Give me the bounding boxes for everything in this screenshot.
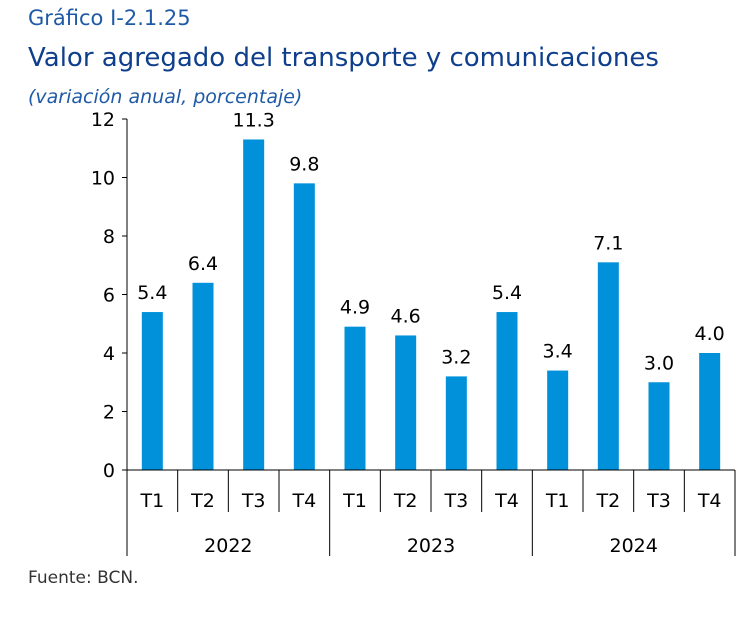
bar: [547, 370, 569, 470]
year-group-label: 2023: [407, 535, 455, 557]
x-tick-label: T1: [139, 490, 164, 512]
data-label: 3.4: [543, 341, 573, 363]
x-tick-label: T1: [545, 490, 570, 512]
data-label: 5.4: [137, 282, 167, 304]
bar: [496, 312, 518, 470]
data-label: 7.1: [593, 232, 623, 254]
x-tick-label: T4: [291, 490, 316, 512]
data-label: 4.9: [340, 297, 370, 319]
data-label: 11.3: [233, 109, 275, 131]
y-tick-label: 8: [103, 226, 115, 248]
x-tick-label: T2: [190, 490, 215, 512]
x-tick-label: T1: [342, 490, 367, 512]
x-tick-label: T2: [393, 490, 418, 512]
x-tick-label: T3: [241, 490, 266, 512]
data-label: 3.0: [644, 352, 674, 374]
data-label: 9.8: [289, 153, 319, 175]
x-tick-label: T3: [646, 490, 671, 512]
data-label: 4.6: [391, 305, 421, 327]
x-tick-label: T4: [697, 490, 722, 512]
x-tick-label: T4: [494, 490, 519, 512]
year-group-label: 2022: [204, 535, 252, 557]
bar: [597, 262, 619, 470]
chart-label: Gráfico I-2.1.25: [28, 6, 191, 30]
bar: [395, 335, 417, 470]
data-label: 6.4: [188, 253, 218, 275]
bar: [445, 376, 467, 470]
chart-subtitle: (variación anual, porcentaje): [28, 86, 303, 108]
bar: [699, 353, 721, 470]
source-note: Fuente: BCN.: [28, 568, 139, 588]
chart-title: Valor agregado del transporte y comunica…: [28, 43, 659, 73]
y-tick-label: 12: [91, 109, 115, 131]
bar: [344, 326, 366, 470]
bar: [141, 312, 163, 470]
bar: [192, 282, 214, 470]
bar: [293, 183, 315, 470]
y-tick-label: 2: [103, 402, 115, 424]
data-label: 4.0: [695, 323, 725, 345]
y-tick-label: 4: [103, 343, 115, 365]
data-label: 5.4: [492, 282, 522, 304]
year-group-label: 2024: [609, 535, 657, 557]
y-tick-label: 0: [103, 460, 115, 482]
y-tick-label: 10: [91, 168, 115, 190]
x-tick-label: T3: [443, 490, 468, 512]
y-tick-label: 6: [103, 285, 115, 307]
bar: [243, 139, 265, 470]
bar: [648, 382, 670, 470]
x-tick-label: T2: [595, 490, 620, 512]
data-label: 3.2: [441, 346, 471, 368]
